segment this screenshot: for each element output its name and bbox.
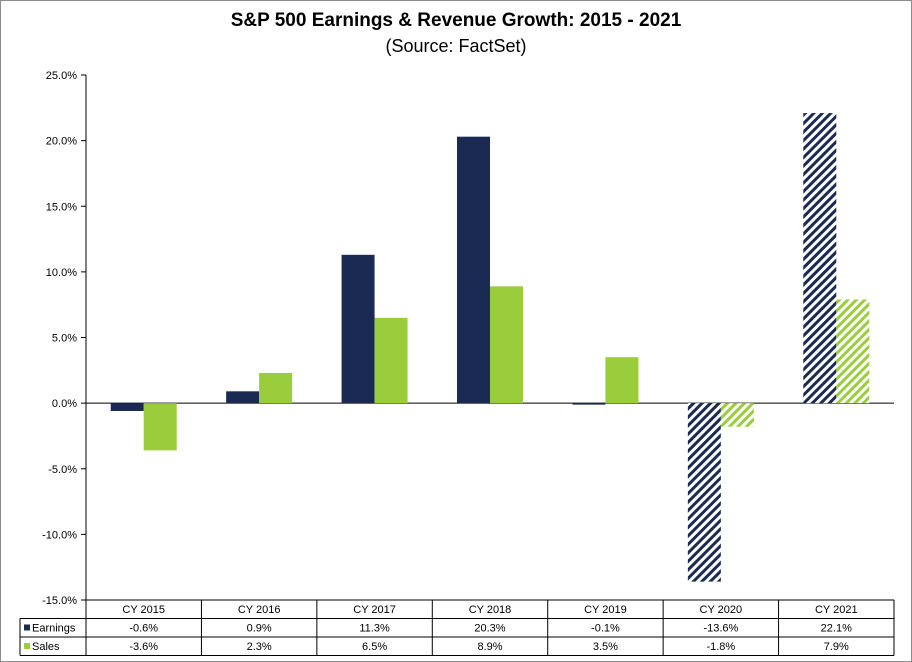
sales-bar-cy-2016 <box>259 372 293 404</box>
data-label: 8.9% <box>477 641 502 653</box>
sales-bar-cy-2021 <box>836 299 870 404</box>
earnings-bar-cy-2016 <box>226 391 260 404</box>
chart-subtitle: (Source: FactSet) <box>385 36 527 56</box>
data-label: -0.6% <box>129 623 158 635</box>
data-label: -1.8% <box>706 641 735 653</box>
earnings-bar-cy-2021 <box>803 113 837 404</box>
data-label: 2.3% <box>247 641 272 653</box>
earnings-bar-cy-2019 <box>572 403 606 405</box>
category-label: CY 2017 <box>353 604 396 616</box>
earnings-bar-cy-2017 <box>341 254 375 404</box>
y-tick-label: 10.0% <box>46 267 77 279</box>
data-label: -13.6% <box>703 623 738 635</box>
category-label: CY 2020 <box>700 604 743 616</box>
y-tick-label: -5.0% <box>48 464 77 476</box>
y-tick-label: 15.0% <box>46 201 77 213</box>
legend-key-earnings <box>24 624 30 631</box>
data-label: 3.5% <box>593 641 618 653</box>
earnings-bar-cy-2015 <box>110 403 144 411</box>
category-label: CY 2015 <box>122 604 165 616</box>
sales-bar-cy-2015 <box>143 403 177 451</box>
sales-bar-cy-2019 <box>605 357 639 404</box>
y-tick-label: 25.0% <box>46 70 77 82</box>
category-label: CY 2018 <box>469 604 512 616</box>
chart-title: S&P 500 Earnings & Revenue Growth: 2015 … <box>230 10 682 31</box>
sales-bar-cy-2018 <box>490 286 523 404</box>
y-tick-label: 5.0% <box>52 333 77 345</box>
legend-label-sales: Sales <box>32 641 60 653</box>
data-label: -0.1% <box>591 623 620 635</box>
y-tick-label: -15.0% <box>42 595 77 607</box>
earnings-bar-cy-2020 <box>687 403 721 582</box>
legend-key-sales <box>24 643 30 649</box>
earnings-bar-cy-2018 <box>457 136 490 404</box>
y-tick-label: 0.0% <box>52 398 77 410</box>
sales-bar-cy-2017 <box>374 317 408 404</box>
category-label: CY 2016 <box>238 604 281 616</box>
data-label: 11.3% <box>359 623 390 635</box>
category-label: CY 2019 <box>584 604 627 616</box>
data-label: 7.9% <box>824 641 849 653</box>
data-label: 6.5% <box>362 641 387 653</box>
data-label: 22.1% <box>821 623 852 635</box>
data-label: 20.3% <box>474 623 505 635</box>
y-tick-label: -10.0% <box>42 529 77 541</box>
sales-bar-cy-2020 <box>720 403 754 427</box>
category-label: CY 2021 <box>815 604 858 616</box>
data-label: -3.6% <box>129 641 158 653</box>
y-tick-label: 20.0% <box>46 136 77 148</box>
data-label: 0.9% <box>247 623 272 635</box>
legend-label-earnings: Earnings <box>32 623 76 635</box>
